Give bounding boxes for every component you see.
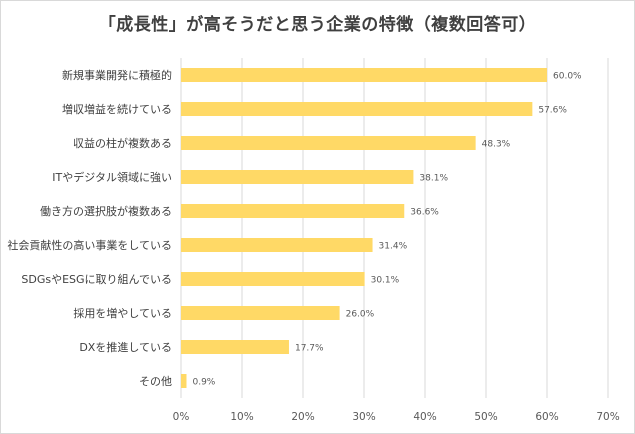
- data-label: 57.6%: [538, 106, 567, 116]
- bar: [181, 136, 476, 150]
- data-label: 31.4%: [379, 242, 408, 252]
- category-label: その他: [139, 375, 172, 388]
- x-tick-label: 20%: [291, 411, 314, 423]
- bar: [181, 170, 414, 184]
- x-tick-label: 0%: [173, 411, 190, 423]
- category-label: 採用を増やしている: [73, 306, 172, 320]
- category-label: DXを推進している: [79, 340, 172, 354]
- bar: [181, 340, 289, 354]
- data-label: 30.1%: [371, 276, 400, 286]
- bar: [181, 204, 405, 218]
- x-tick-label: 40%: [413, 411, 436, 423]
- bar: [181, 272, 365, 286]
- x-tick-label: 50%: [474, 411, 497, 423]
- category-label: 社会貢献性の高い事業をしている: [7, 238, 172, 252]
- x-tick-label: 10%: [230, 411, 253, 423]
- bar: [181, 374, 187, 388]
- data-label: 17.7%: [295, 344, 324, 354]
- category-label: ITやデジタル領域に強い: [52, 170, 172, 184]
- data-label: 38.1%: [419, 174, 448, 184]
- data-label: 36.6%: [410, 208, 439, 218]
- chart-title: 「成長性」が高そうだと思う企業の特徴（複数回答可）: [98, 15, 537, 35]
- bar: [181, 102, 533, 116]
- category-label: 働き方の選択肢が複数ある: [40, 204, 172, 218]
- bar: [181, 68, 547, 82]
- x-tick-label: 60%: [535, 411, 558, 423]
- category-label: 増収増益を続けている: [62, 102, 172, 116]
- category-label: 収益の柱が複数ある: [73, 136, 172, 150]
- data-label: 26.0%: [346, 310, 375, 320]
- category-label: 新規事業開発に積極的: [62, 68, 172, 82]
- data-label: 48.3%: [482, 140, 511, 150]
- data-label: 60.0%: [553, 72, 582, 82]
- x-tick-label: 70%: [596, 411, 619, 423]
- data-label: 0.9%: [192, 378, 215, 388]
- category-label: SDGsやESGに取り組んでいる: [21, 273, 172, 286]
- bar: [181, 238, 373, 252]
- bar: [181, 306, 340, 320]
- x-tick-label: 30%: [352, 411, 375, 423]
